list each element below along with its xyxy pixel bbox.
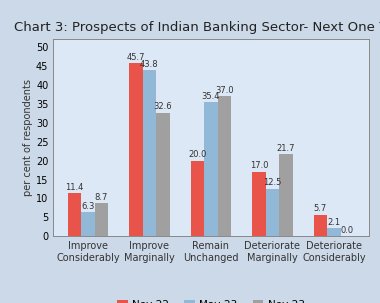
- Bar: [156, 113, 170, 236]
- Bar: [129, 63, 142, 236]
- Bar: [68, 193, 81, 236]
- Text: 43.8: 43.8: [140, 60, 159, 69]
- Bar: [252, 172, 266, 236]
- Title: Chart 3: Prospects of Indian Banking Sector- Next One Year: Chart 3: Prospects of Indian Banking Sec…: [14, 21, 380, 34]
- Bar: [81, 212, 95, 236]
- Bar: [314, 215, 327, 236]
- Text: 5.7: 5.7: [314, 204, 327, 213]
- Text: 35.4: 35.4: [202, 92, 220, 101]
- Text: 45.7: 45.7: [127, 53, 145, 62]
- Text: 11.4: 11.4: [65, 183, 84, 191]
- Bar: [218, 96, 231, 236]
- Bar: [95, 203, 108, 236]
- Text: 6.3: 6.3: [81, 202, 95, 211]
- Text: 32.6: 32.6: [154, 102, 172, 111]
- Bar: [279, 154, 293, 236]
- Text: 8.7: 8.7: [95, 193, 108, 202]
- Bar: [204, 102, 218, 236]
- Bar: [142, 70, 156, 236]
- Y-axis label: per cent of respondents: per cent of respondents: [23, 79, 33, 196]
- Bar: [266, 189, 279, 236]
- Legend: Nov-22, May-23, Nov-23: Nov-22, May-23, Nov-23: [113, 295, 309, 303]
- Bar: [327, 228, 341, 236]
- Text: 2.1: 2.1: [328, 218, 340, 227]
- Text: 20.0: 20.0: [188, 150, 207, 159]
- Text: 37.0: 37.0: [215, 86, 234, 95]
- Text: 21.7: 21.7: [277, 144, 295, 153]
- Text: 12.5: 12.5: [263, 178, 282, 188]
- Text: 17.0: 17.0: [250, 161, 268, 170]
- Bar: [191, 161, 204, 236]
- Text: 0.0: 0.0: [341, 226, 354, 235]
